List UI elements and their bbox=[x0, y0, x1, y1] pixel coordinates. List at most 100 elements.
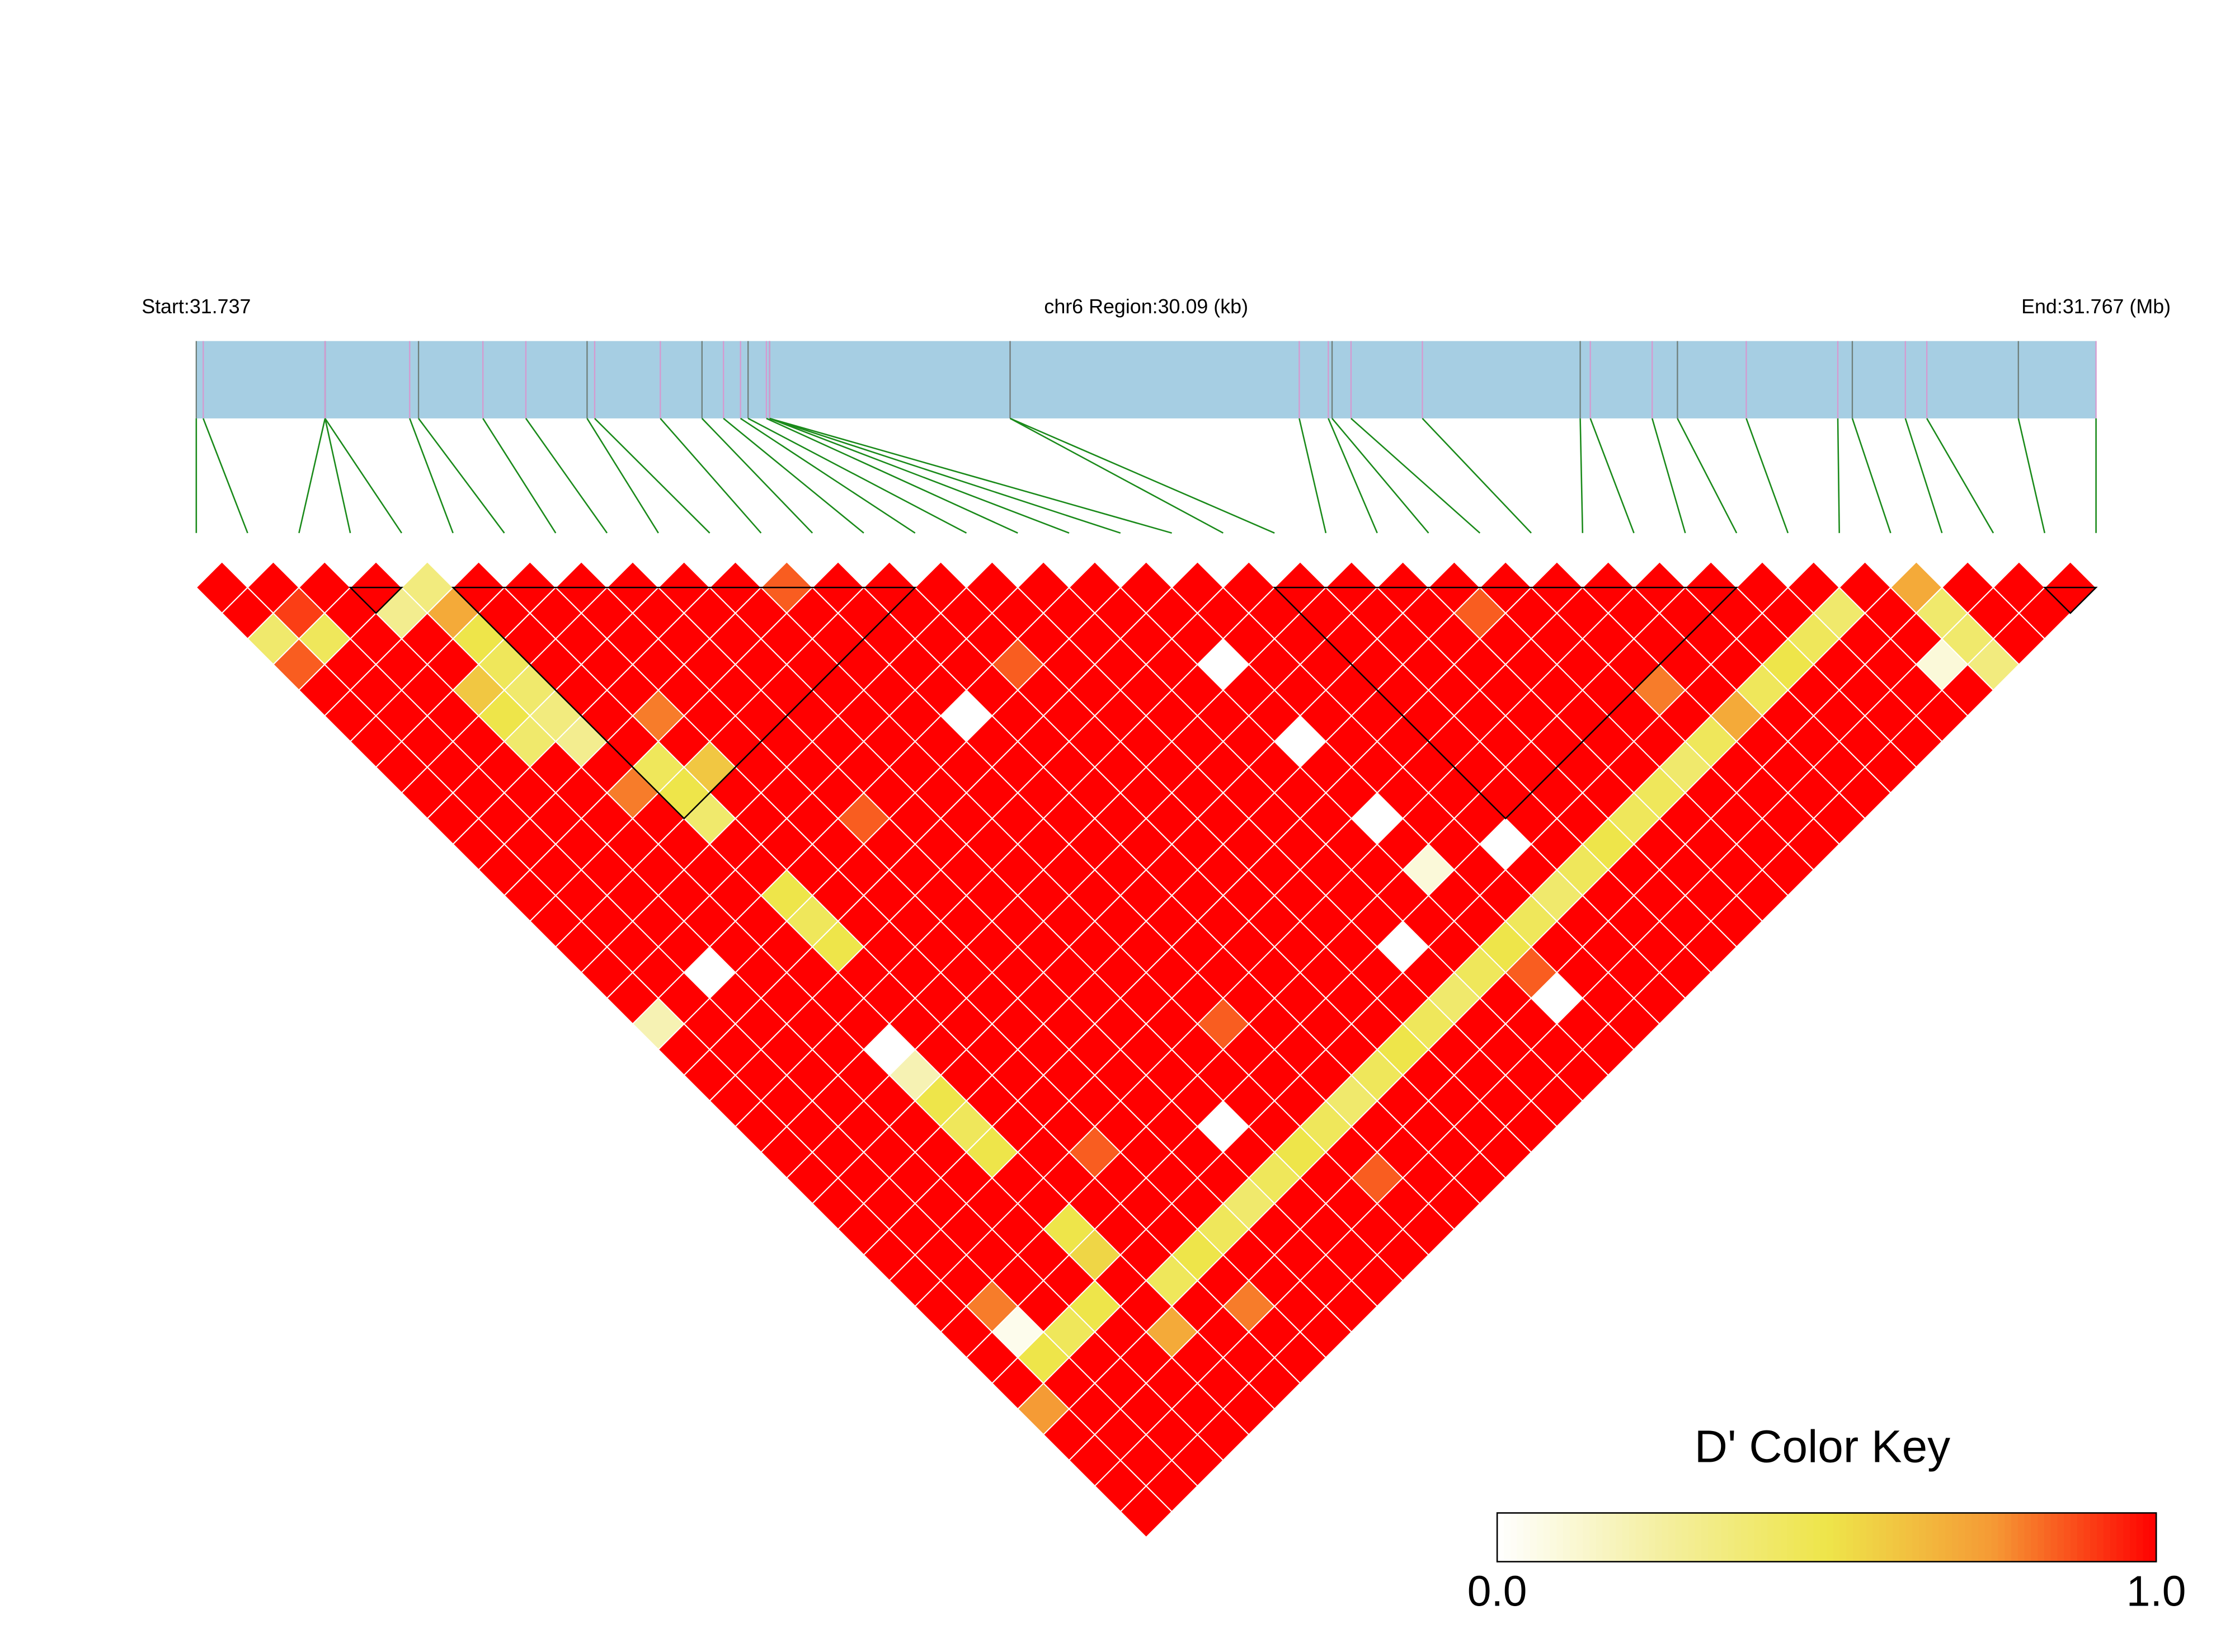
color-key-swatch bbox=[1912, 1513, 1920, 1562]
snp-connector bbox=[766, 417, 1018, 534]
color-key-swatch bbox=[1556, 1513, 1564, 1562]
color-key-swatch bbox=[1965, 1513, 1973, 1562]
snp-connector bbox=[1351, 417, 1481, 534]
color-key-swatch bbox=[1886, 1513, 1894, 1562]
color-key-swatch bbox=[1635, 1513, 1643, 1562]
color-key-swatch bbox=[1747, 1513, 1755, 1562]
snp-connector bbox=[1745, 418, 1789, 534]
color-key-swatch bbox=[2130, 1513, 2138, 1562]
color-key-swatch bbox=[1945, 1513, 1953, 1562]
snp-connector bbox=[723, 417, 864, 534]
end-label: End:31.767 (Mb) bbox=[2021, 295, 2171, 318]
color-key-swatch bbox=[1688, 1513, 1696, 1562]
color-key-swatch bbox=[1616, 1513, 1624, 1562]
snp-connector bbox=[586, 418, 659, 534]
color-key-swatch bbox=[1872, 1513, 1880, 1562]
color-key-swatch bbox=[1971, 1513, 1979, 1562]
color-key-swatch bbox=[2136, 1513, 2144, 1562]
snp-connector bbox=[409, 418, 454, 534]
snp-connector bbox=[418, 418, 505, 534]
ld-block-outline bbox=[349, 586, 404, 614]
color-key-swatch bbox=[1780, 1513, 1788, 1562]
snp-connector bbox=[203, 418, 248, 534]
color-key-swatch bbox=[1589, 1513, 1597, 1562]
snp-connector bbox=[1677, 418, 1738, 534]
color-key-swatch bbox=[1563, 1513, 1570, 1562]
color-key-swatch bbox=[1662, 1513, 1669, 1562]
color-key-swatch bbox=[2005, 1513, 2012, 1562]
color-key-swatch bbox=[2149, 1513, 2157, 1562]
color-key-swatch bbox=[1839, 1513, 1847, 1562]
region-label: chr6 Region:30.09 (kb) bbox=[1044, 295, 1248, 318]
color-key-swatch bbox=[1905, 1513, 1913, 1562]
color-key-swatch bbox=[1602, 1513, 1610, 1562]
color-key-swatch bbox=[1523, 1513, 1531, 1562]
color-key-swatch bbox=[1721, 1513, 1729, 1562]
color-key-swatch bbox=[1629, 1513, 1636, 1562]
color-key-swatch bbox=[1728, 1513, 1735, 1562]
color-key-swatch bbox=[2103, 1513, 2111, 1562]
color-key-swatch bbox=[1951, 1513, 1960, 1562]
color-key-swatch bbox=[1787, 1513, 1795, 1562]
color-key-swatch bbox=[2097, 1513, 2105, 1562]
color-key-swatch bbox=[1503, 1513, 1511, 1562]
color-key-swatch bbox=[2038, 1513, 2045, 1562]
snp-connector bbox=[1926, 418, 1994, 534]
color-key-swatch bbox=[1530, 1513, 1538, 1562]
color-key-swatch bbox=[1550, 1513, 1558, 1562]
color-key-swatch bbox=[1892, 1513, 1900, 1562]
color-key-swatch bbox=[1754, 1513, 1762, 1562]
ld-block-outline bbox=[2043, 586, 2098, 614]
color-key-swatch bbox=[1583, 1513, 1591, 1562]
snp-connector bbox=[1837, 418, 1840, 533]
color-key-swatch bbox=[1536, 1513, 1544, 1562]
color-key-swatch bbox=[1668, 1513, 1676, 1562]
color-key-swatch bbox=[1958, 1513, 1966, 1562]
color-key-swatch bbox=[1675, 1513, 1683, 1562]
snp-connector bbox=[298, 418, 326, 534]
snp-connector bbox=[747, 417, 967, 534]
color-key-swatch bbox=[1833, 1513, 1841, 1562]
color-key-swatch bbox=[1642, 1513, 1650, 1562]
color-key-swatch bbox=[1622, 1513, 1630, 1562]
color-key-swatch bbox=[2143, 1513, 2151, 1562]
snp-connector bbox=[2017, 418, 2046, 534]
color-key-swatch bbox=[1794, 1513, 1801, 1562]
color-key-swatch bbox=[1767, 1513, 1775, 1562]
ld-block-outline bbox=[1273, 586, 1739, 820]
color-key-swatch bbox=[1813, 1513, 1821, 1562]
start-label: Start:31.737 bbox=[142, 295, 251, 318]
snp-connector bbox=[660, 418, 762, 534]
color-key-tick-label: 1.0 bbox=[2126, 1568, 2186, 1616]
color-key-swatch bbox=[1701, 1513, 1709, 1562]
snp-connector bbox=[525, 418, 608, 534]
snp-connector bbox=[769, 417, 1172, 534]
color-key-swatch bbox=[1925, 1513, 1933, 1562]
color-key-swatch bbox=[2050, 1513, 2058, 1562]
snp-connector bbox=[324, 418, 403, 534]
color-key-swatch bbox=[2071, 1513, 2078, 1562]
ld-block-outline bbox=[451, 586, 917, 820]
color-key-swatch bbox=[1827, 1513, 1834, 1562]
color-key-swatch bbox=[1649, 1513, 1657, 1562]
snp-connector bbox=[1331, 418, 1429, 534]
color-key-swatch bbox=[2044, 1513, 2052, 1562]
snp-connector bbox=[1579, 418, 1584, 533]
color-key-tick-label: 0.0 bbox=[1467, 1568, 1527, 1616]
color-key-swatch bbox=[1978, 1513, 1986, 1562]
color-key-swatch bbox=[1569, 1513, 1577, 1562]
color-key-swatch bbox=[1497, 1513, 1505, 1562]
color-key-swatch bbox=[1695, 1513, 1702, 1562]
region-bar bbox=[196, 341, 2096, 418]
snp-connector bbox=[1904, 418, 1943, 534]
color-key-swatch bbox=[1741, 1513, 1749, 1562]
snp-connector bbox=[1298, 418, 1327, 534]
color-key-swatch bbox=[2024, 1513, 2032, 1562]
color-key-swatch bbox=[2064, 1513, 2072, 1562]
snp-connector bbox=[324, 418, 351, 534]
color-key-swatch bbox=[1919, 1513, 1927, 1562]
color-key-swatch bbox=[2110, 1513, 2118, 1562]
color-key-swatch bbox=[1853, 1513, 1861, 1562]
